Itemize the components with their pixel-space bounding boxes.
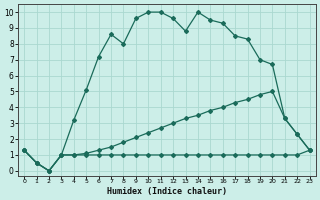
X-axis label: Humidex (Indice chaleur): Humidex (Indice chaleur)	[107, 187, 227, 196]
